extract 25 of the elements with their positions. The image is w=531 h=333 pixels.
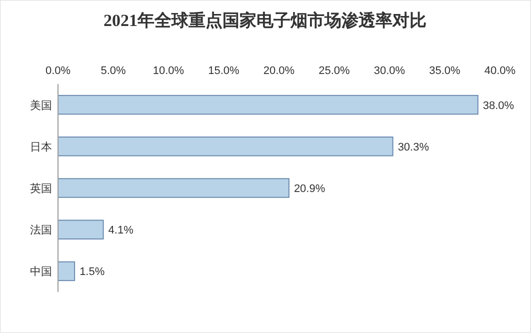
y-tick-label: 法国	[30, 224, 52, 237]
chart-title: 2021年全球重点国家电子烟市场渗透率对比	[104, 11, 426, 30]
x-tick-label: 40.0%	[484, 65, 516, 77]
y-tick-label: 英国	[30, 182, 52, 195]
x-tick-label: 25.0%	[318, 65, 350, 77]
bar	[58, 94, 478, 115]
y-tick-label: 日本	[30, 140, 52, 154]
data-label: 4.1%	[108, 224, 134, 237]
y-tick-label: 美国	[30, 98, 52, 112]
data-label: 38.0%	[482, 100, 514, 112]
data-label: 20.9%	[294, 183, 326, 195]
x-tick-label: 20.0%	[263, 65, 295, 77]
data-label: 1.5%	[80, 266, 105, 278]
bar	[58, 220, 104, 240]
y-tick-label: 中国	[30, 265, 52, 278]
x-tick-label: 35.0%	[429, 65, 461, 77]
data-label: 30.3%	[398, 141, 430, 154]
x-tick-label: 15.0%	[208, 65, 240, 77]
x-tick-label: 5.0%	[100, 65, 126, 77]
x-tick-label: 0.0%	[45, 65, 71, 77]
x-tick-label: 10.0%	[152, 65, 184, 77]
x-tick-label: 30.0%	[374, 65, 406, 77]
bar	[58, 261, 76, 282]
bar	[58, 178, 290, 198]
bar	[58, 136, 394, 156]
